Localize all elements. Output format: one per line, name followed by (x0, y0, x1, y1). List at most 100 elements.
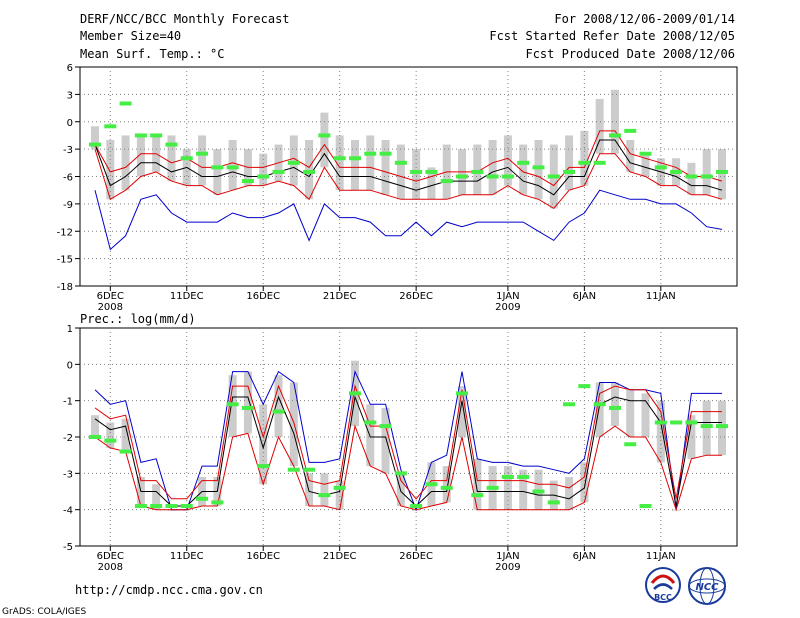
spread-bar (366, 404, 375, 467)
observed-marker (165, 142, 178, 147)
spread-bar (687, 162, 696, 195)
observed-marker (578, 160, 591, 165)
x-tick-label: 26DEC (399, 551, 433, 562)
observed-marker (501, 474, 514, 479)
x-tick-label: 6DEC (97, 291, 124, 302)
observed-marker (89, 142, 101, 147)
observed-marker (639, 151, 652, 156)
observed-marker (685, 174, 698, 179)
observed-marker (532, 165, 545, 170)
observed-marker (318, 493, 331, 498)
spread-bar (198, 135, 207, 186)
observed-marker (180, 156, 193, 161)
observed-marker (670, 169, 683, 174)
spread-bar (121, 135, 130, 191)
observed-marker (563, 402, 576, 407)
observed-marker (425, 169, 438, 174)
observed-marker (410, 504, 423, 509)
y-tick-label: -12 (57, 227, 73, 238)
observed-marker (716, 424, 728, 429)
produced-date: Fcst Produced Date 2008/12/06 (525, 47, 735, 61)
y-tick-label: -5 (63, 542, 73, 553)
spread-bar (136, 135, 145, 177)
spread-bar (289, 135, 298, 186)
spread-bar (412, 149, 421, 200)
observed-marker (486, 174, 499, 179)
spread-bar (381, 140, 390, 195)
upper-series-line (94, 189, 723, 251)
observed-marker (593, 402, 606, 407)
x-year-label: 2008 (98, 302, 123, 313)
spread-bar (335, 480, 344, 510)
x-tick-label: 11JAN (646, 291, 676, 302)
observed-marker (517, 160, 530, 165)
y-tick-label: -2 (63, 433, 73, 444)
observed-marker (150, 504, 163, 509)
spread-bar (320, 473, 329, 507)
y-tick-label: -18 (57, 282, 73, 293)
spread-bar (396, 144, 405, 200)
observed-marker (700, 424, 713, 429)
spread-bar (519, 469, 528, 510)
spread-bar (626, 389, 635, 437)
spread-bar (610, 382, 619, 427)
observed-marker (685, 420, 698, 425)
spread-bar (274, 375, 283, 437)
observed-marker (547, 500, 560, 505)
member-size: Member Size=40 (80, 29, 181, 43)
y-tick-label: -3 (63, 469, 73, 480)
spread-bar (167, 135, 176, 182)
x-year-label: 2009 (495, 302, 520, 313)
observed-marker (134, 504, 147, 509)
spread-bar (580, 462, 589, 503)
observed-marker (196, 496, 209, 501)
grads-credit: GrADS: COLA/IGES (2, 607, 86, 617)
spread-bar (641, 393, 650, 437)
observed-marker (532, 489, 545, 494)
spread-bar (473, 458, 482, 510)
spread-bar (106, 422, 115, 448)
spread-bar (702, 149, 711, 195)
y-tick-label: -3 (63, 145, 73, 156)
y-tick-label: 0 (67, 118, 73, 129)
observed-marker (456, 174, 469, 179)
observed-marker (608, 405, 621, 410)
observed-marker (272, 409, 285, 414)
mean-series-line (94, 395, 722, 507)
x-tick-label: 16DEC (246, 551, 280, 562)
spread-bar (106, 140, 115, 200)
observed-marker (593, 160, 606, 165)
observed-marker (348, 391, 361, 396)
source-url: http://cmdp.ncc.cma.gov.cn (75, 583, 263, 597)
spread-bar (656, 400, 665, 463)
observed-marker (287, 160, 300, 165)
x-tick-label: 1JAN (496, 551, 519, 562)
spread-bar (595, 382, 604, 437)
observed-marker (624, 128, 637, 133)
spread-bar (350, 140, 359, 191)
observed-marker (394, 471, 407, 476)
spread-bar (580, 130, 589, 186)
variable-label: Mean Surf. Temp.: °C (80, 47, 225, 61)
x-tick-label: 11JAN (646, 551, 676, 562)
observed-marker (180, 504, 193, 509)
spread-bar (320, 112, 329, 168)
spread-bar (305, 140, 314, 200)
spread-bar (626, 140, 635, 172)
observed-marker (241, 405, 254, 410)
spread-bar (565, 476, 574, 510)
spread-bar (121, 418, 130, 452)
spread-bar (503, 466, 512, 510)
observed-marker (287, 467, 300, 472)
observed-marker (318, 133, 331, 138)
x-year-label: 2008 (98, 562, 123, 573)
y-tick-label: -4 (63, 506, 73, 517)
observed-marker (608, 133, 621, 138)
observed-marker (165, 504, 178, 509)
precip-title: Prec.: log(mm/d) (80, 312, 196, 326)
observed-marker (150, 133, 163, 138)
observed-marker (104, 124, 117, 129)
spread-bar (152, 484, 161, 510)
spread-bar (595, 98, 604, 154)
